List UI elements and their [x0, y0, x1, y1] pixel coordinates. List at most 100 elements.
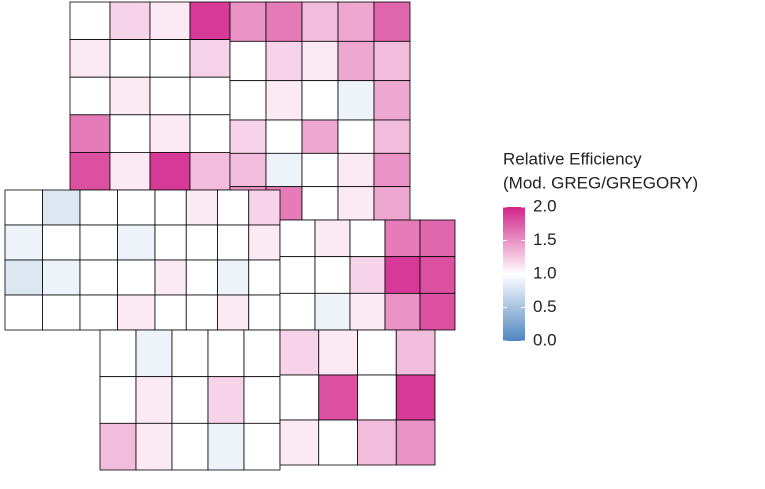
region: [248, 294, 281, 331]
region: [189, 39, 231, 78]
region: [373, 40, 411, 82]
region: [395, 329, 436, 376]
region: [395, 419, 436, 466]
region: [171, 422, 209, 471]
region: [207, 422, 245, 471]
colorbar-tick-label: 1.0: [533, 263, 557, 282]
region: [69, 151, 111, 191]
region: [301, 186, 339, 221]
region: [154, 224, 187, 261]
region: [135, 422, 173, 471]
region: [42, 224, 81, 261]
region: [149, 151, 191, 191]
region: [301, 80, 339, 121]
region: [109, 76, 151, 116]
region: [207, 376, 245, 424]
region: [117, 189, 156, 226]
region: [189, 1, 231, 40]
region: [135, 329, 173, 378]
region: [99, 422, 137, 471]
colorbar-tick-label: 0.5: [533, 297, 557, 316]
region: [109, 1, 151, 40]
region: [395, 374, 436, 421]
region: [301, 119, 339, 154]
region: [189, 114, 231, 153]
region: [69, 114, 111, 153]
region: [318, 419, 358, 466]
region: [279, 329, 320, 376]
colorbar-tick-label: 2.0: [533, 196, 557, 215]
region: [117, 224, 156, 261]
region: [279, 419, 320, 466]
region: [243, 422, 281, 471]
region: [373, 119, 411, 154]
region: [154, 294, 187, 331]
region: [357, 419, 397, 466]
region: [243, 376, 281, 424]
region: [373, 186, 411, 221]
region: [248, 224, 281, 261]
region: [337, 186, 375, 221]
region: [337, 119, 375, 154]
region: [349, 292, 386, 331]
colorbar-tick-label: 1.5: [533, 230, 557, 249]
region: [243, 329, 281, 378]
region: [265, 1, 303, 42]
legend-title: Relative Efficiency: [503, 149, 642, 168]
region: [384, 292, 421, 331]
region: [419, 256, 456, 294]
region: [337, 152, 375, 188]
region: [373, 1, 411, 42]
region: [69, 76, 111, 116]
region: [149, 39, 191, 78]
region: [185, 294, 218, 331]
region: [248, 259, 281, 296]
region: [42, 259, 81, 296]
region: [79, 294, 118, 331]
region: [42, 294, 81, 331]
colorbar: [503, 207, 525, 341]
region: [217, 189, 250, 226]
region: [189, 151, 231, 191]
region: [318, 374, 358, 421]
region: [265, 119, 303, 154]
region: [109, 114, 151, 153]
region: [384, 256, 421, 294]
region: [229, 119, 267, 154]
region: [279, 256, 316, 294]
region: [149, 1, 191, 40]
region: [337, 40, 375, 82]
region: [189, 76, 231, 116]
region: [4, 259, 43, 296]
region: [79, 259, 118, 296]
region: [229, 152, 267, 188]
region: [185, 189, 218, 226]
region: [419, 292, 456, 331]
region: [79, 189, 118, 226]
region: [185, 259, 218, 296]
region: [301, 40, 339, 82]
region: [217, 294, 250, 331]
region: [265, 40, 303, 82]
region: [314, 219, 351, 258]
region: [217, 224, 250, 261]
region: [248, 189, 281, 226]
region: [171, 329, 209, 378]
region: [42, 189, 81, 226]
region: [185, 224, 218, 261]
region: [117, 294, 156, 331]
region: [69, 39, 111, 78]
region: [318, 329, 358, 376]
region: [301, 1, 339, 42]
region: [279, 219, 316, 258]
region: [349, 256, 386, 294]
region: [4, 294, 43, 331]
colorbar-tick-label: 0.0: [533, 330, 557, 349]
region: [373, 152, 411, 188]
region: [217, 259, 250, 296]
region: [279, 374, 320, 421]
region: [265, 152, 303, 188]
region: [357, 329, 397, 376]
region: [349, 219, 386, 258]
region: [149, 76, 191, 116]
